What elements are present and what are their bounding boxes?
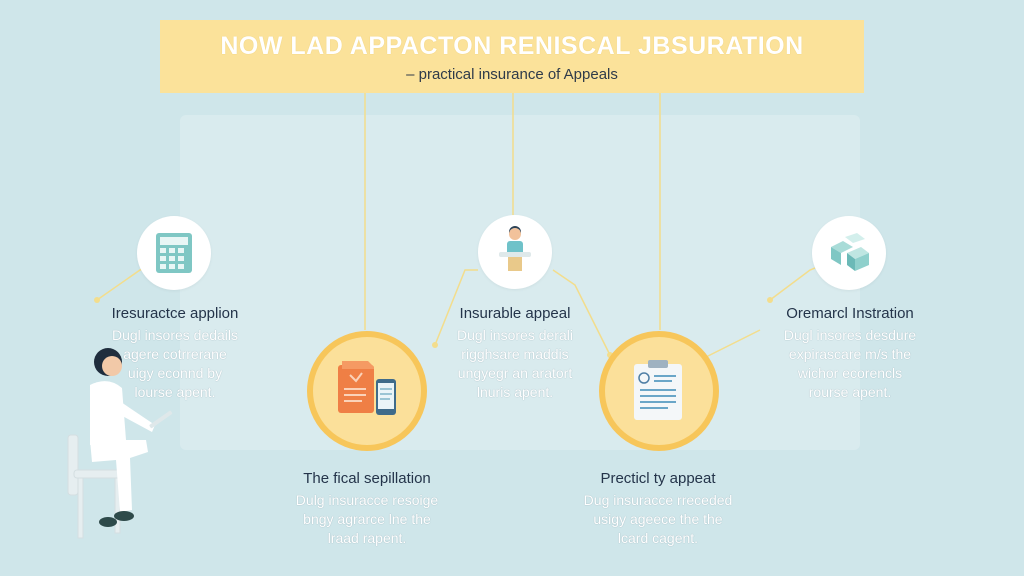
step-1-label: Iresuractce applion Dugl insores dedails… [75, 305, 275, 402]
connector-dot-4 [767, 297, 773, 303]
step-4-heading: The fical sepillation [303, 470, 431, 487]
connector-dot-1 [94, 297, 100, 303]
step-4-circle [307, 331, 427, 451]
page-subtitle: – practical insurance of Appeals [406, 66, 618, 83]
connector-line-5 [434, 269, 478, 346]
step-4-body: Dulg insuracce resoige bngy agrarce lne … [295, 492, 439, 546]
person-icon [499, 226, 531, 271]
cubes-icon [831, 233, 869, 271]
step-1-circle [137, 216, 211, 290]
step-3-circle [812, 216, 886, 290]
connector-line-7 [769, 267, 816, 301]
connector-dot-2 [432, 342, 438, 348]
step-2-circle [478, 215, 552, 289]
step-2-heading: Insurable appeal [459, 305, 571, 322]
step-1-body: Dugl insores dedails agere cotrrerane ui… [111, 327, 239, 400]
step-3-heading: Oremarcl Instration [786, 305, 914, 322]
step-5-label: Precticl ty appeat Dug insuracce rrecede… [558, 470, 758, 548]
step-4-label: The fical sepillation Dulg insuracce res… [267, 470, 467, 548]
step-2-label: Insurable appeal Dugl insores derali rig… [415, 305, 615, 402]
seated-person-illustration [67, 348, 173, 539]
clipboard-icon [634, 360, 682, 420]
step-2-body: Dugl insores derali rigghsare maddis ung… [457, 327, 573, 400]
document-phone-icon [338, 361, 396, 415]
step-5-body: Dug insuracce rreceded usigy ageece the … [583, 492, 733, 546]
step-5-heading: Precticl ty appeat [600, 470, 716, 487]
connector-line-8 [699, 329, 761, 361]
step-3-body: Dugl insores desdure expirascare m/s the… [783, 327, 917, 400]
connector-line-6 [552, 269, 611, 356]
calculator-icon [156, 233, 192, 273]
step-5-circle [599, 331, 719, 451]
step-1-heading: Iresuractce applion [111, 305, 239, 322]
step-3-label: Oremarcl Instration Dugl insores desdure… [750, 305, 950, 402]
title-banner: NOW LAD APPACTON RENISCAL JBSURATION – p… [160, 20, 864, 93]
page-title: NOW LAD APPACTON RENISCAL JBSURATION [220, 32, 804, 60]
